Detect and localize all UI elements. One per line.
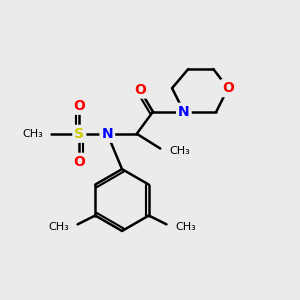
Text: CH₃: CH₃ xyxy=(22,129,43,139)
Text: O: O xyxy=(134,82,146,97)
Text: S: S xyxy=(74,127,84,141)
Text: O: O xyxy=(74,99,85,113)
Text: CH₃: CH₃ xyxy=(169,146,190,156)
Text: O: O xyxy=(74,155,85,169)
Text: N: N xyxy=(101,127,113,141)
Text: O: O xyxy=(222,81,234,95)
Text: CH₃: CH₃ xyxy=(175,222,196,232)
Text: CH₃: CH₃ xyxy=(48,222,69,232)
Text: N: N xyxy=(178,105,190,119)
